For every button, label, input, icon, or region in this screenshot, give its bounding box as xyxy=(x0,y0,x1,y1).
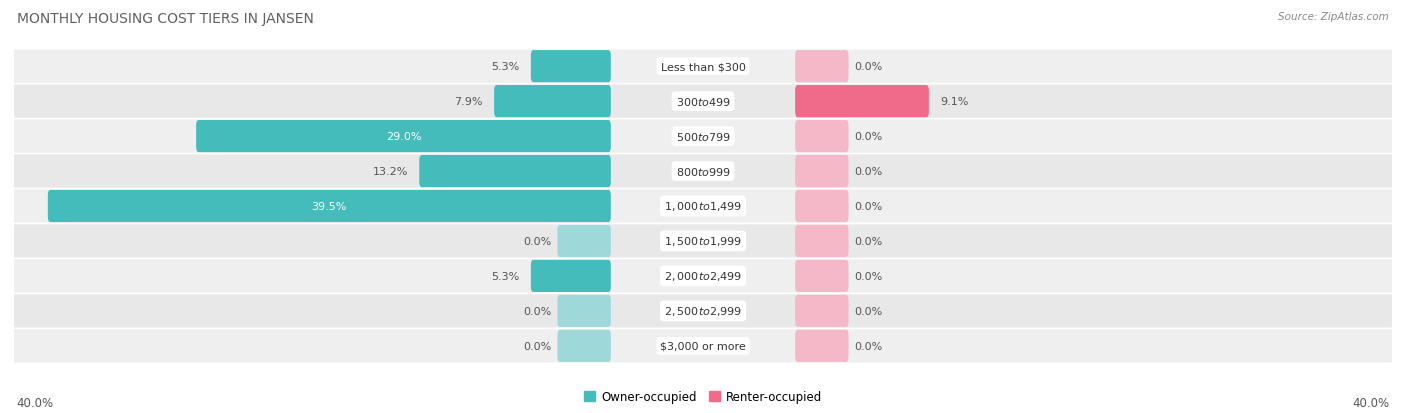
FancyBboxPatch shape xyxy=(419,156,610,188)
Text: $1,500 to $1,999: $1,500 to $1,999 xyxy=(664,235,742,248)
Text: 0.0%: 0.0% xyxy=(523,341,551,351)
Text: 0.0%: 0.0% xyxy=(855,271,883,281)
FancyBboxPatch shape xyxy=(796,121,849,153)
Text: 0.0%: 0.0% xyxy=(523,236,551,247)
Text: Less than $300: Less than $300 xyxy=(661,62,745,72)
Text: 13.2%: 13.2% xyxy=(373,166,408,177)
Text: 0.0%: 0.0% xyxy=(855,202,883,211)
Text: 39.5%: 39.5% xyxy=(312,202,347,211)
FancyBboxPatch shape xyxy=(796,295,849,327)
FancyBboxPatch shape xyxy=(14,294,1392,328)
FancyBboxPatch shape xyxy=(14,85,1392,119)
FancyBboxPatch shape xyxy=(796,225,849,257)
Text: $500 to $799: $500 to $799 xyxy=(675,131,731,143)
Text: 0.0%: 0.0% xyxy=(855,132,883,142)
Text: 40.0%: 40.0% xyxy=(17,396,53,409)
Text: 0.0%: 0.0% xyxy=(855,236,883,247)
FancyBboxPatch shape xyxy=(14,260,1392,293)
Text: 0.0%: 0.0% xyxy=(855,341,883,351)
Text: 0.0%: 0.0% xyxy=(523,306,551,316)
Text: 9.1%: 9.1% xyxy=(941,97,969,107)
FancyBboxPatch shape xyxy=(796,156,849,188)
FancyBboxPatch shape xyxy=(796,51,849,83)
FancyBboxPatch shape xyxy=(14,50,1392,83)
FancyBboxPatch shape xyxy=(531,260,610,292)
FancyBboxPatch shape xyxy=(796,86,929,118)
FancyBboxPatch shape xyxy=(14,190,1392,223)
Text: $800 to $999: $800 to $999 xyxy=(675,166,731,178)
Text: $2,500 to $2,999: $2,500 to $2,999 xyxy=(664,305,742,318)
Text: 5.3%: 5.3% xyxy=(491,271,520,281)
FancyBboxPatch shape xyxy=(557,225,610,257)
FancyBboxPatch shape xyxy=(14,155,1392,188)
Text: 29.0%: 29.0% xyxy=(385,132,422,142)
Text: $2,000 to $2,499: $2,000 to $2,499 xyxy=(664,270,742,283)
FancyBboxPatch shape xyxy=(531,51,610,83)
FancyBboxPatch shape xyxy=(14,120,1392,153)
Legend: Owner-occupied, Renter-occupied: Owner-occupied, Renter-occupied xyxy=(579,385,827,408)
Text: 7.9%: 7.9% xyxy=(454,97,482,107)
FancyBboxPatch shape xyxy=(14,330,1392,363)
Text: $300 to $499: $300 to $499 xyxy=(675,96,731,108)
Text: MONTHLY HOUSING COST TIERS IN JANSEN: MONTHLY HOUSING COST TIERS IN JANSEN xyxy=(17,12,314,26)
Text: 0.0%: 0.0% xyxy=(855,306,883,316)
Text: 0.0%: 0.0% xyxy=(855,62,883,72)
FancyBboxPatch shape xyxy=(557,295,610,327)
FancyBboxPatch shape xyxy=(14,225,1392,258)
Text: Source: ZipAtlas.com: Source: ZipAtlas.com xyxy=(1278,12,1389,22)
Text: 40.0%: 40.0% xyxy=(1353,396,1389,409)
Text: $3,000 or more: $3,000 or more xyxy=(661,341,745,351)
FancyBboxPatch shape xyxy=(195,121,610,153)
Text: 5.3%: 5.3% xyxy=(491,62,520,72)
FancyBboxPatch shape xyxy=(796,330,849,362)
FancyBboxPatch shape xyxy=(796,260,849,292)
FancyBboxPatch shape xyxy=(796,190,849,223)
FancyBboxPatch shape xyxy=(48,190,610,223)
FancyBboxPatch shape xyxy=(557,330,610,362)
Text: $1,000 to $1,499: $1,000 to $1,499 xyxy=(664,200,742,213)
FancyBboxPatch shape xyxy=(494,86,610,118)
Text: 0.0%: 0.0% xyxy=(855,166,883,177)
